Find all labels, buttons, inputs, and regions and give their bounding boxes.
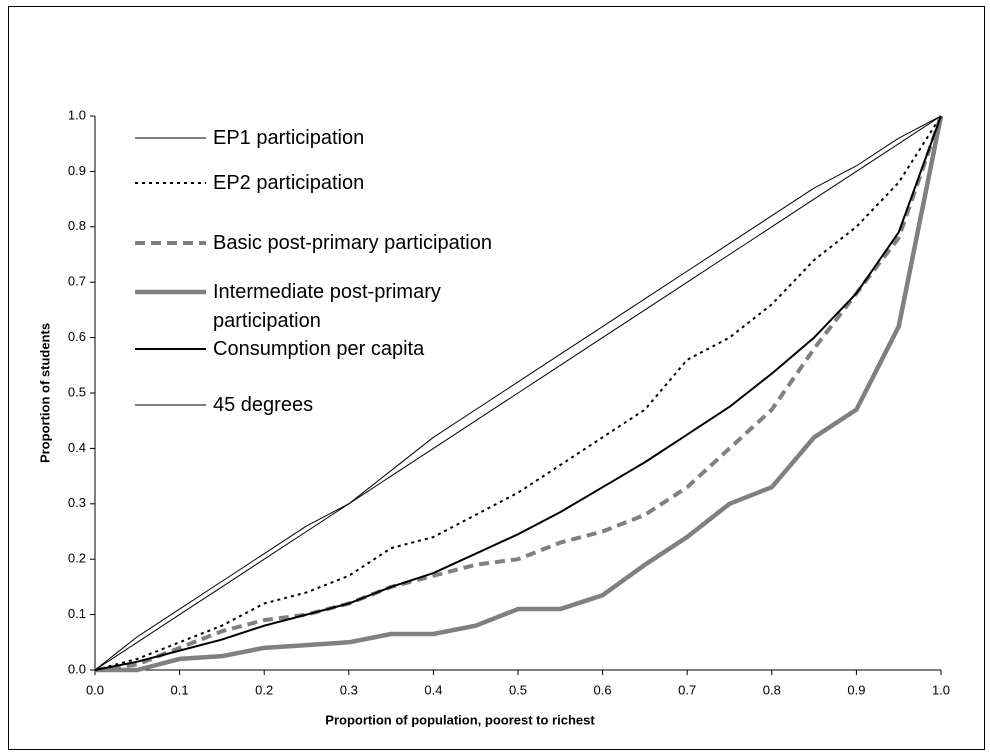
series-line xyxy=(94,115,942,671)
y-tick-label: 0.8 xyxy=(68,218,86,233)
x-tick-label: 0.4 xyxy=(424,682,442,697)
y-axis-title: Proportion of students xyxy=(37,323,52,463)
x-tick-label: 0.6 xyxy=(594,682,612,697)
legend-label: EP2 participation xyxy=(213,172,365,194)
x-tick-label: 1.0 xyxy=(932,682,950,697)
legend-label: Basic post-primary participation xyxy=(213,232,492,254)
y-tick-label: 0.2 xyxy=(68,551,86,566)
y-tick-label: 0.9 xyxy=(68,163,86,178)
legend-label: Consumption per capita xyxy=(213,338,425,360)
x-axis-title: Proportion of population, poorest to ric… xyxy=(325,712,595,727)
series-line xyxy=(94,115,942,671)
x-tick-label: 0.2 xyxy=(255,682,273,697)
legend-label: 45 degrees xyxy=(213,394,314,416)
y-tick-label: 0.5 xyxy=(68,384,86,399)
series-line xyxy=(95,115,944,673)
x-tick-label: 0.1 xyxy=(171,682,189,697)
y-tick-label: 0.6 xyxy=(68,329,86,344)
x-tick-label: 0.8 xyxy=(763,682,781,697)
series-line xyxy=(94,115,942,671)
y-tick-label: 0.3 xyxy=(68,495,86,510)
y-tick-label: 0.1 xyxy=(68,606,86,621)
x-tick-label: 0.9 xyxy=(847,682,865,697)
x-tick-label: 0.0 xyxy=(86,682,104,697)
x-tick-label: 0.5 xyxy=(509,682,527,697)
legend-label: Intermediate post-primary participation xyxy=(213,281,441,332)
x-tick-label: 0.3 xyxy=(340,682,358,697)
y-tick-label: 0.7 xyxy=(68,274,86,289)
series-line xyxy=(94,115,943,672)
x-tick-label: 0.7 xyxy=(678,682,696,697)
y-tick-label: 0.0 xyxy=(68,661,86,676)
frame xyxy=(8,6,985,750)
legend-label: EP1 participation xyxy=(213,127,365,149)
y-tick-label: 1.0 xyxy=(68,107,86,122)
series-line xyxy=(94,115,942,671)
y-tick-label: 0.4 xyxy=(68,440,86,455)
